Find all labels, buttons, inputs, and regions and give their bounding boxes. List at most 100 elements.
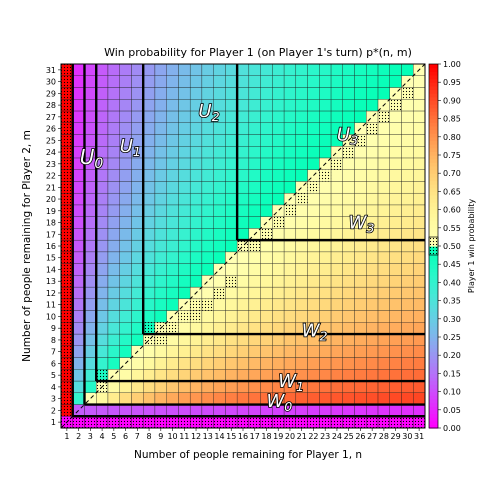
heatmap-cell	[377, 369, 390, 382]
heatmap-cell	[72, 357, 85, 370]
heatmap-cell	[119, 75, 132, 88]
heatmap-cell	[377, 169, 390, 182]
heatmap-cell	[260, 99, 273, 112]
x-tick-label: 13	[203, 432, 213, 441]
heatmap-cell	[389, 169, 402, 182]
colorbar-tick-label: 0.20	[443, 351, 461, 360]
heatmap-cell	[413, 345, 426, 358]
heatmap-cell	[236, 157, 250, 170]
colorbar-segment	[429, 158, 438, 163]
x-tick-label: 30	[402, 432, 412, 441]
y-tick-label: 20	[46, 195, 56, 204]
heatmap-cell	[143, 275, 156, 288]
heatmap-cell	[154, 192, 167, 206]
heatmap-cell	[236, 87, 250, 100]
colorbar-tick-label: 0.50	[443, 242, 461, 251]
heatmap-cell	[295, 275, 308, 288]
heatmap-cell	[84, 122, 97, 135]
heatmap-cell	[366, 87, 379, 100]
heatmap-cell	[107, 204, 120, 217]
heatmap-cell	[366, 75, 379, 88]
heatmap-cell	[319, 228, 332, 241]
heatmap-cell	[377, 192, 390, 206]
heatmap-cell	[295, 357, 308, 370]
heatmap-cell	[330, 228, 343, 241]
heatmap-cell	[72, 181, 85, 194]
heatmap-cell	[401, 169, 414, 182]
heatmap-cell	[319, 146, 332, 159]
heatmap-cell	[236, 146, 250, 159]
heatmap-cell	[413, 322, 426, 335]
heatmap-cell	[401, 345, 414, 358]
heatmap-cell	[84, 333, 97, 346]
heatmap-cell	[166, 146, 179, 159]
heatmap-cell	[131, 63, 144, 76]
heatmap-cell	[354, 275, 367, 288]
y-tick-label: 1	[51, 418, 56, 427]
heatmap-cell	[319, 75, 332, 88]
colorbar-segment	[429, 384, 438, 389]
boundary-cell-hatch	[307, 416, 320, 428]
heatmap-cell	[307, 345, 320, 358]
heatmap-cell	[319, 134, 332, 147]
heatmap-cell	[166, 134, 179, 147]
colorbar-hatch-marker	[428, 236, 439, 256]
heatmap-cell	[354, 380, 367, 393]
heatmap-cell	[260, 204, 273, 217]
region-label-letter: W	[278, 371, 297, 392]
heatmap-cell	[166, 87, 179, 100]
heatmap-cell	[96, 134, 109, 147]
heatmap-cell	[389, 310, 402, 323]
y-tick-label: 23	[46, 160, 56, 169]
heatmap-cell	[401, 216, 414, 229]
heatmap-cell	[272, 239, 285, 253]
heatmap-cell	[166, 99, 179, 112]
y-tick-label: 10	[46, 312, 56, 321]
boundary-cell-hatch	[61, 404, 73, 417]
boundary-cell-hatch	[331, 157, 343, 170]
region-label-subscript: 1	[296, 379, 304, 394]
heatmap-cell	[201, 251, 214, 264]
heatmap-cell	[413, 134, 426, 147]
heatmap-cell	[283, 333, 297, 346]
region-label: U3	[337, 124, 358, 147]
heatmap-cell	[131, 99, 144, 112]
heatmap-cell	[389, 192, 402, 206]
heatmap-cell	[319, 192, 332, 206]
y-tick-label: 16	[46, 242, 56, 251]
heatmap-cell	[131, 228, 144, 241]
heatmap-cell	[189, 380, 203, 393]
heatmap-cell	[295, 134, 308, 147]
colorbar-segment	[429, 344, 438, 349]
heatmap-cell	[143, 239, 156, 253]
heatmap-cell	[84, 87, 97, 100]
heatmap-cell	[272, 87, 285, 100]
heatmap-cell	[96, 357, 109, 370]
heatmap-cell	[319, 122, 332, 135]
heatmap-cell	[201, 333, 214, 346]
heatmap-cell	[236, 192, 250, 206]
heatmap-cell	[236, 275, 250, 288]
heatmap-cell	[389, 122, 402, 135]
heatmap-cell	[354, 181, 367, 194]
heatmap-cell	[413, 110, 426, 123]
heatmap-cell	[401, 298, 414, 311]
heatmap-cell	[342, 392, 355, 405]
heatmap-cell	[119, 275, 132, 288]
heatmap-cell	[131, 192, 144, 206]
heatmap-cell	[107, 122, 120, 135]
boundary-cell-hatch	[61, 134, 73, 147]
heatmap-cell	[107, 275, 120, 288]
heatmap-cell	[307, 239, 320, 253]
heatmap-cell	[354, 146, 367, 159]
heatmap-cell	[401, 134, 414, 147]
heatmap-cell	[143, 310, 156, 323]
heatmap-cell	[236, 99, 250, 112]
heatmap-cell	[307, 369, 320, 382]
heatmap-cell	[283, 157, 297, 170]
heatmap-cell	[119, 157, 132, 170]
y-tick-label: 21	[46, 183, 56, 192]
heatmap-cell	[107, 251, 120, 264]
heatmap-cell	[107, 181, 120, 194]
boundary-cell-hatch	[213, 416, 226, 428]
